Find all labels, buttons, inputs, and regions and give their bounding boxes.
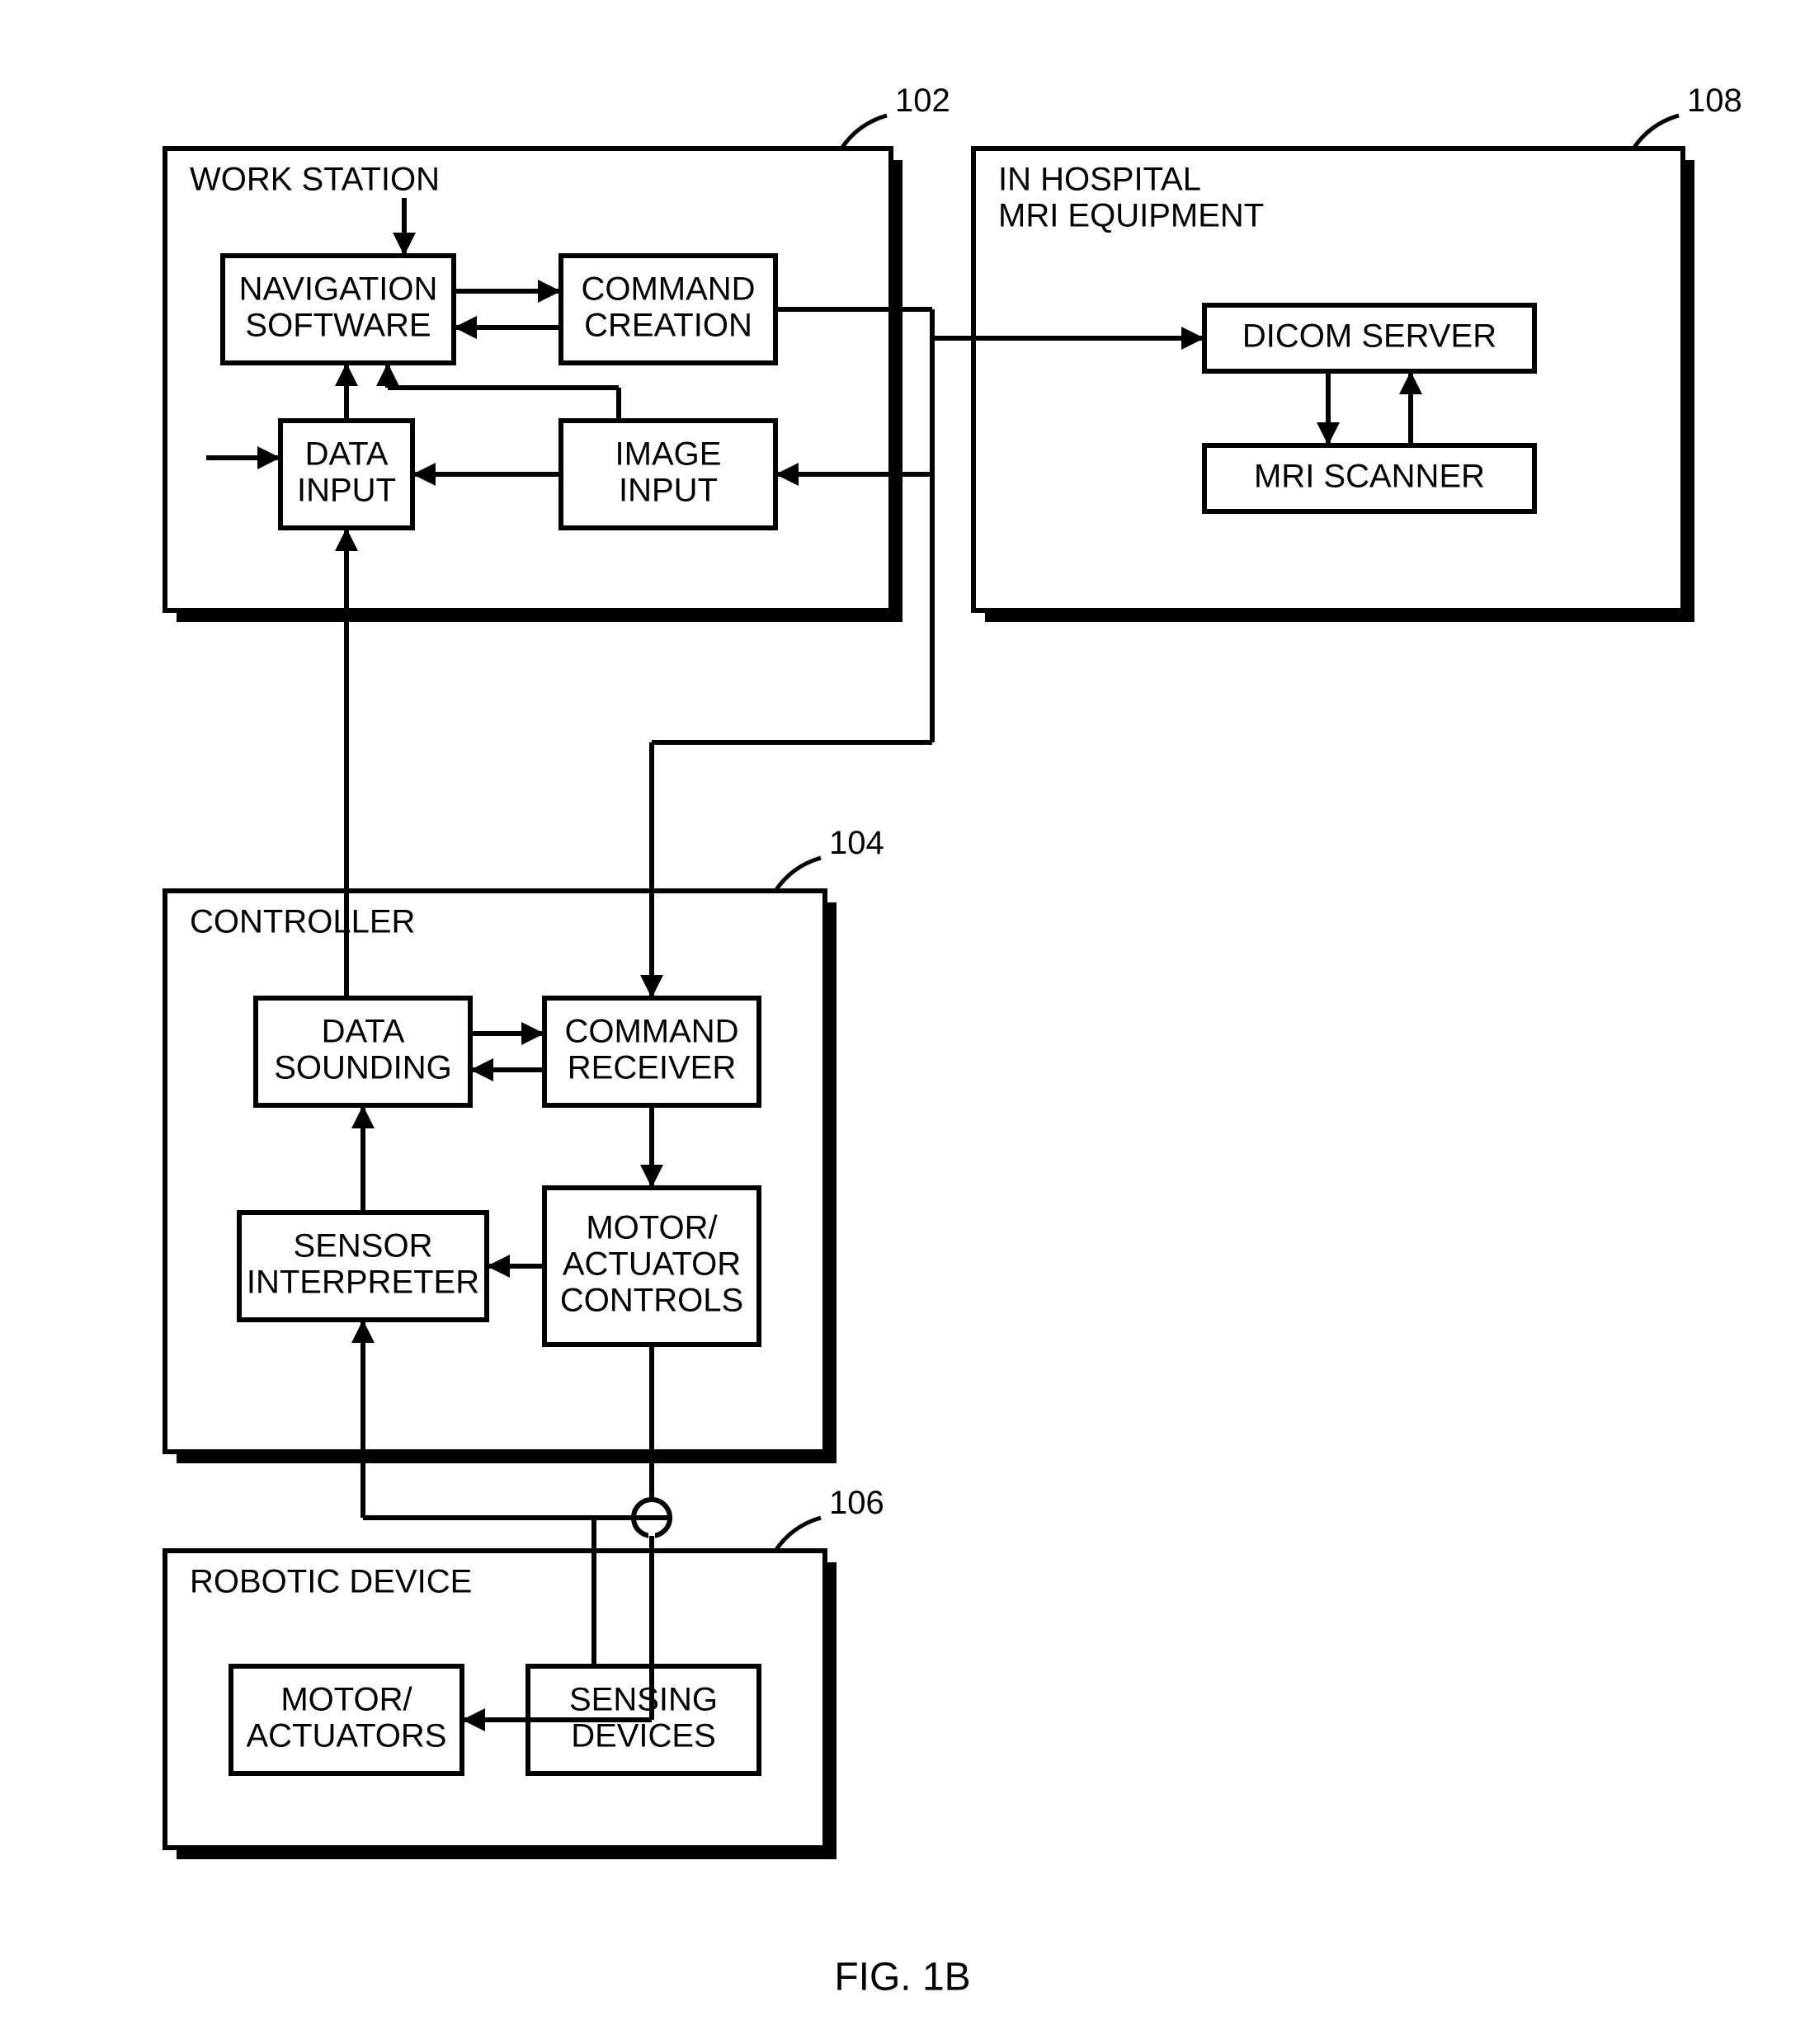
svg-text:104: 104 <box>829 825 884 861</box>
svg-text:108: 108 <box>1687 82 1742 119</box>
cmdcr-label: CREATION <box>584 308 752 344</box>
nav-label: NAVIGATION <box>239 271 438 308</box>
mact-label: ACTUATOR <box>563 1246 741 1283</box>
svg-text:106: 106 <box>829 1485 884 1521</box>
controller-title: CONTROLLER <box>190 904 415 940</box>
sens-label: SENSING <box>569 1682 718 1718</box>
mri-label: MRI SCANNER <box>1254 459 1485 495</box>
cmdrx-label: RECEIVER <box>568 1050 737 1086</box>
sintp-label: SENSOR <box>294 1228 433 1265</box>
mact-label: MOTOR/ <box>586 1210 718 1246</box>
hospital-title: IN HOSPITAL <box>998 162 1201 198</box>
motors-label: ACTUATORS <box>247 1718 447 1754</box>
motors-label: MOTOR/ <box>280 1682 412 1718</box>
datain-label: DATA <box>305 436 389 473</box>
nav-label: SOFTWARE <box>245 308 431 344</box>
dsound-label: SOUNDING <box>274 1050 452 1086</box>
imgin-label: IMAGE <box>615 436 722 473</box>
sintp-label: INTERPRETER <box>247 1265 479 1301</box>
mact-label: CONTROLS <box>560 1283 743 1319</box>
sens-label: DEVICES <box>571 1718 716 1754</box>
dsound-label: DATA <box>322 1014 405 1050</box>
hospital-title: MRI EQUIPMENT <box>998 198 1264 234</box>
imgin-label: INPUT <box>619 473 718 509</box>
cmdrx-label: COMMAND <box>564 1014 738 1050</box>
dicom-label: DICOM SERVER <box>1242 318 1496 355</box>
robotic-title: ROBOTIC DEVICE <box>190 1564 472 1600</box>
datain-label: INPUT <box>297 473 396 509</box>
workstation-title: WORK STATION <box>190 162 440 198</box>
cmdcr-label: COMMAND <box>581 271 755 308</box>
figure-label: FIG. 1B <box>834 1956 970 1999</box>
svg-text:102: 102 <box>895 82 950 119</box>
